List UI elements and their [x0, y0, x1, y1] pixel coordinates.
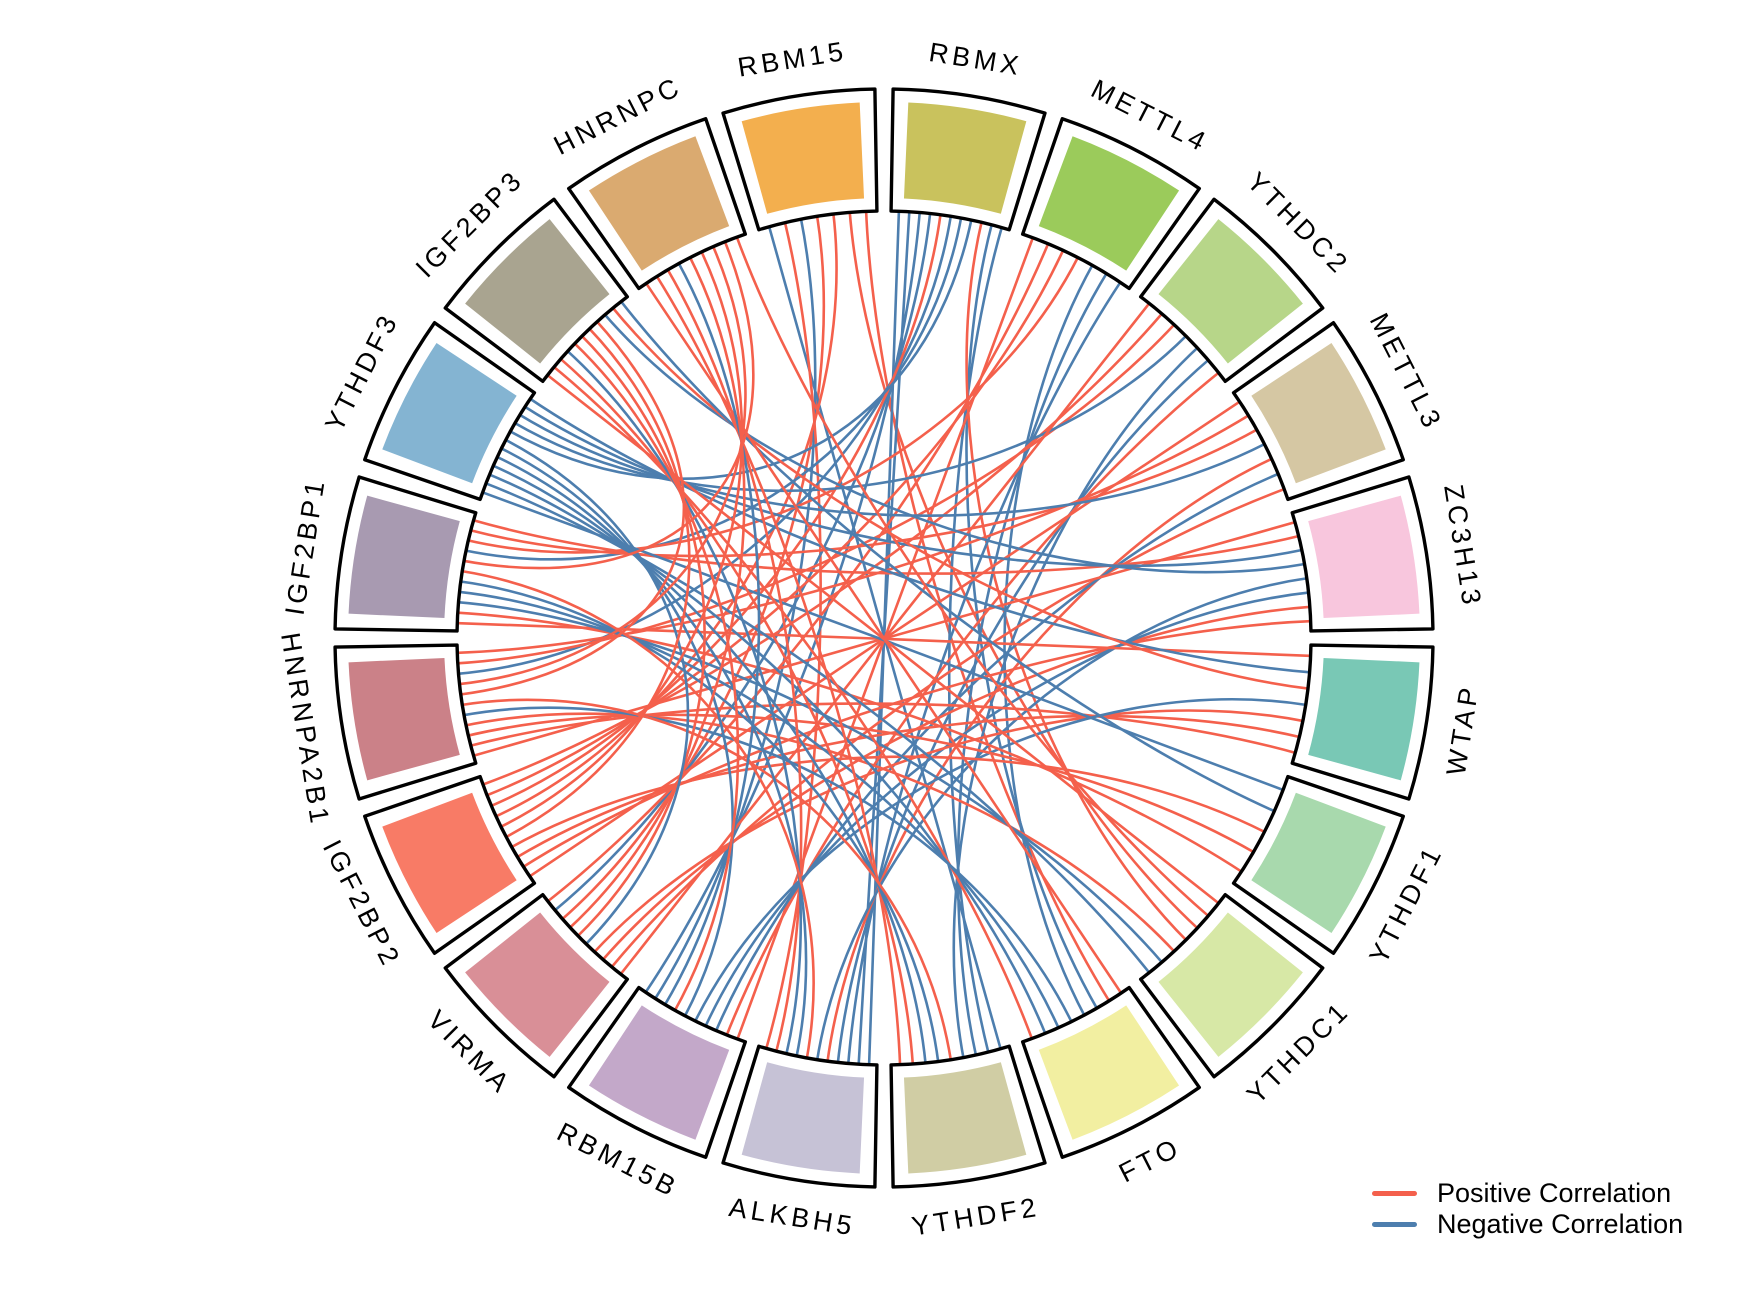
chord-METTL3-ALKBH5 [825, 456, 1275, 1065]
gene-patch-ALKBH5 [741, 1062, 865, 1174]
negative-correlation-line-icon [1372, 1222, 1417, 1227]
gene-patch-YTHDF3 [382, 342, 517, 484]
chord-VIRMA-HNRNPC [567, 254, 746, 931]
chord-ZC3H13-IGF2BP3 [602, 311, 1308, 574]
gene-patch-IGF2BP2 [382, 792, 517, 934]
chord-WTAP-IGF2BP3 [610, 305, 1312, 691]
chord-ZC3H13-IGF2BP2 [520, 619, 1314, 870]
gene-patch-HNRNPC [588, 136, 730, 271]
gene-patch-IGF2BP3 [465, 219, 610, 364]
chord-FTO-HNRNPC [643, 280, 1124, 997]
chord-METTL4-IGF2BP1 [465, 254, 1081, 554]
gene-patch-ZC3H13 [1308, 495, 1420, 619]
chord-YTHDC1-HNRNPC [734, 233, 1212, 919]
chord-IGF2BP2-IGF2BP3 [503, 326, 691, 840]
gene-patch-YTHDC2 [1158, 219, 1303, 364]
chords-layer [453, 207, 1314, 1069]
chord-HNRNPA2B1-HNRNPC [456, 243, 747, 686]
legend: Positive Correlation Negative Correlatio… [1372, 1178, 1683, 1240]
chord-YTHDC2-YTHDF3 [511, 333, 1189, 493]
chord-METTL4-ALKBH5 [846, 279, 1123, 1067]
gene-label-RBMX: RBMX [927, 37, 1025, 81]
chord-RBM15B-IGF2BP3 [572, 340, 740, 1014]
gene-patch-METTL3 [1251, 342, 1386, 484]
positive-correlation-line-icon [1372, 1191, 1417, 1196]
gene-patch-METTL4 [1038, 136, 1180, 271]
gene-patch-YTHDF2 [903, 1062, 1027, 1174]
chord-ALKBH5-HNRNPC [665, 266, 803, 1055]
gene-label-RBM15: RBM15 [736, 36, 849, 83]
chord-RBM15B-YTHDF3 [498, 446, 734, 1019]
chord-HNRNPA2B1-IGF2BP3 [457, 318, 686, 697]
segments-layer [333, 87, 1435, 1189]
gene-label-ALKBH5: ALKBH5 [727, 1192, 858, 1242]
chord-YTHDF2-IGF2BP1 [457, 579, 940, 1065]
chord-YTHDF2-HNRNPC [654, 273, 902, 1068]
gene-patch-FTO [1038, 1005, 1180, 1140]
chord-FTO-IGF2BP1 [456, 590, 1061, 1031]
gene-patch-RBM15B [588, 1005, 730, 1140]
chord-FTO-IGF2BP3 [551, 364, 1034, 1042]
gene-label-YTHDF2: YTHDF2 [910, 1192, 1042, 1242]
chord-METTL3-HNRNPA2B1 [453, 413, 1252, 655]
gene-patch-HNRNPA2B1 [348, 657, 460, 781]
chord-YTHDF2-YTHDF3 [490, 463, 927, 1067]
chord-METTL3-YTHDF3 [516, 412, 1268, 517]
gene-patch-IGF2BP1 [348, 495, 460, 619]
chord-RBMX-FTO [965, 221, 1100, 1012]
legend-item-negative: Negative Correlation [1372, 1209, 1683, 1240]
chord-RBM15-FTO [864, 208, 1112, 1004]
chord-RBMX-HNRNPA2B1 [455, 212, 953, 676]
chord-WTAP-HNRNPA2B1 [467, 702, 1299, 755]
legend-label-negative: Negative Correlation [1437, 1209, 1684, 1239]
chord-YTHDC1-HNRNPA2B1 [462, 712, 1177, 955]
chord-YTHDF1-HNRNPA2B1 [465, 713, 1257, 855]
chord-ALKBH5-IGF2BP3 [564, 348, 802, 1057]
chord-METTL3-IGF2BP1 [467, 427, 1260, 558]
chord-FTO-HNRNPA2B1 [460, 706, 1074, 1025]
chord-YTHDC2-RBM15B [724, 370, 1222, 1039]
chord-RBM15B-HNRNPC [662, 260, 761, 1008]
chord-ZC3H13-RBM15B [703, 591, 1312, 1030]
chord-RBM15-RBM15B [652, 215, 817, 1002]
chord-RBMX-YTHDF2 [947, 224, 1004, 1056]
chord-WTAP-RBM15B [693, 698, 1310, 1025]
gene-patch-VIRMA [465, 912, 610, 1057]
gene-label-HNRNPA2B1: HNRNPA2B1 [275, 630, 335, 828]
gene-patch-YTHDC1 [1158, 912, 1303, 1057]
chord-YTHDF1-IGF2BP3 [618, 298, 1278, 814]
chord-RBM15-IGF2BP2 [492, 210, 838, 819]
chord-YTHDF1-IGF2BP1 [454, 611, 1245, 874]
chord-FTO-YTHDF3 [486, 472, 1048, 1037]
chord-VIRMA-YTHDF3 [502, 437, 690, 947]
chord-YTHDF2-IGF2BP3 [557, 356, 915, 1068]
chord-VIRMA-IGF2BP3 [575, 333, 706, 939]
gene-label-IGF2BP1: IGF2BP1 [280, 475, 331, 617]
chord-YTHDF2-HNRNPA2B1 [458, 698, 953, 1064]
chord-ZC3H13-YTHDF3 [521, 404, 1306, 568]
gene-label-WTAP: WTAP [1441, 682, 1485, 778]
gene-label-ZC3H13: ZC3H13 [1438, 482, 1487, 610]
gene-patch-RBM15 [741, 102, 865, 214]
chord-YTHDC2-HNRNPA2B1 [454, 321, 1177, 665]
chord-WTAP-VIRMA [591, 709, 1307, 955]
chord-ZC3H13-VIRMA [600, 605, 1314, 963]
gene-patch-WTAP [1308, 657, 1420, 781]
chord-METTL4-FTO [1003, 262, 1095, 1019]
gene-patch-RBMX [903, 102, 1027, 214]
chord-YTHDC2-YTHDF2 [952, 345, 1201, 1061]
chord-ZC3H13-IGF2BP1 [470, 518, 1302, 575]
gene-label-FTO: FTO [1114, 1132, 1186, 1188]
legend-item-positive: Positive Correlation [1372, 1178, 1683, 1209]
chord-RBMX-YTHDF3 [507, 216, 974, 480]
gene-patch-YTHDF1 [1251, 792, 1386, 934]
legend-label-positive: Positive Correlation [1437, 1178, 1672, 1208]
chord-IGF2BP1-HNRNPC [460, 238, 755, 570]
chord-ALKBH5-YTHDF3 [494, 454, 808, 1060]
chord-METTL3-VIRMA [609, 487, 1288, 970]
chord-IGF2BP2-HNRNPC [497, 248, 744, 829]
chord-YTHDC1-YTHDF3 [482, 481, 1152, 976]
